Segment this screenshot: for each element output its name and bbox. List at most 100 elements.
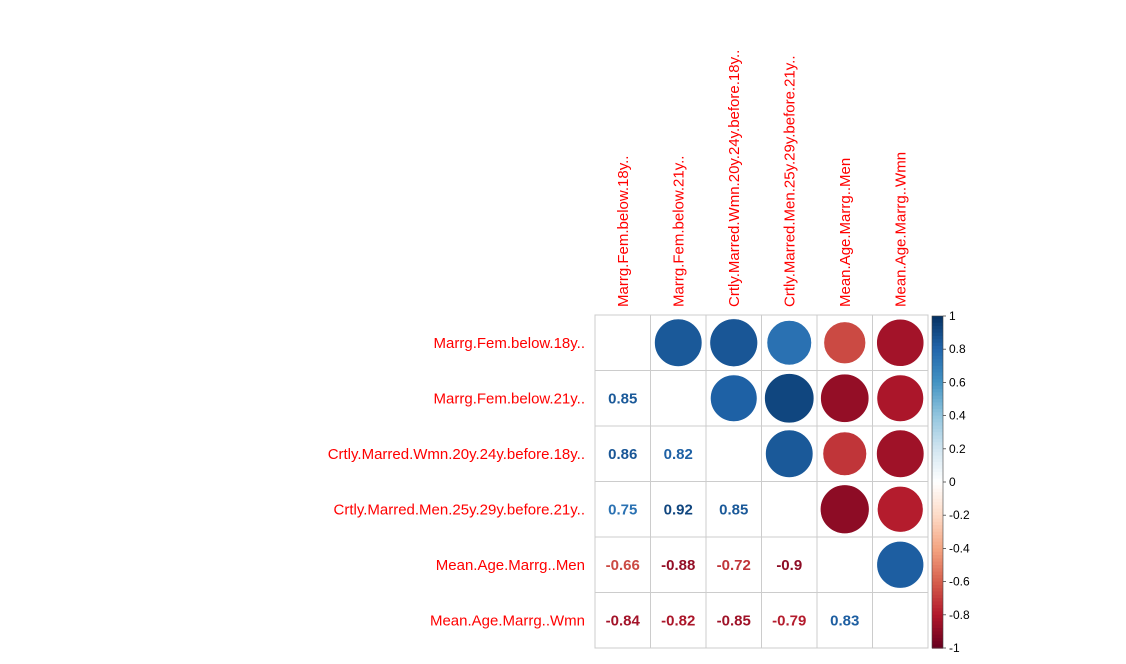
colorbar-segment	[932, 352, 943, 357]
correlation-value: 0.75	[608, 501, 637, 518]
colorbar-segment	[932, 385, 943, 390]
colorbar-segment	[932, 355, 943, 360]
grid-cell	[705, 425, 762, 482]
colorbar-segment	[932, 375, 943, 380]
colorbar-segment	[932, 319, 943, 324]
correlation-circle	[877, 486, 924, 533]
colorbar-segment	[932, 558, 943, 563]
row-label: Crtly.Marred.Wmn.20y.24y.before.18y..	[328, 446, 585, 463]
colorbar-segment	[932, 584, 943, 589]
colorbar-segment	[932, 528, 943, 533]
colorbar-segment	[932, 392, 943, 397]
colorbar-segment	[932, 379, 943, 383]
colorbar-segment	[932, 382, 943, 387]
colorbar-segment	[932, 372, 943, 377]
colorbar-segment	[932, 568, 943, 573]
colorbar-tick-label: 0.2	[949, 442, 966, 456]
colorbar-segment	[932, 574, 943, 579]
colorbar-segment	[932, 408, 943, 413]
colorbar-tick-label: -0.4	[949, 541, 970, 555]
colorbar-segment	[932, 624, 943, 629]
colorbar-segment	[932, 415, 943, 420]
colorbar-segment	[932, 399, 943, 403]
colorbar-segment	[932, 322, 943, 327]
colorbar-segment	[932, 458, 943, 463]
colorbar-segment	[932, 511, 943, 516]
row-label: Marrg.Fem.below.18y..	[434, 335, 585, 352]
colorbar-segment	[932, 545, 943, 549]
correlation-value: 0.83	[830, 612, 859, 629]
colorbar-segment	[932, 581, 943, 586]
colorbar-tick-label: -0.8	[949, 608, 970, 622]
correlation-value: -0.88	[661, 557, 695, 574]
colorbar-segment	[932, 601, 943, 606]
colorbar-segment	[932, 621, 943, 626]
grid-cell	[872, 592, 929, 649]
row-labels: Marrg.Fem.below.18y.. Marrg.Fem.below.21y…	[328, 335, 585, 630]
colorbar-segment	[932, 551, 943, 556]
correlation-value: -0.66	[606, 557, 640, 574]
row-label: Mean.Age.Marrg..Wmn	[430, 612, 585, 629]
colorbar-segment	[932, 555, 943, 559]
colorbar-segment	[932, 505, 943, 510]
colorbar-segment	[932, 535, 943, 540]
colorbar-segment	[932, 515, 943, 520]
colorbar-segment	[932, 425, 943, 430]
grid-cell	[594, 481, 651, 538]
colorbar-segment	[932, 541, 943, 546]
colorbar-segment	[932, 491, 943, 496]
correlation-value: 0.82	[664, 446, 693, 463]
colorbar-segment	[932, 561, 943, 566]
grid-cell	[705, 536, 762, 593]
row-label: Marrg.Fem.below.21y..	[434, 390, 585, 407]
colorbar-segment	[932, 468, 943, 473]
colorbar-segment	[932, 518, 943, 523]
colorbar-segment	[932, 389, 943, 393]
colorbar-segment	[932, 631, 943, 636]
row-label: Mean.Age.Marrg..Men	[436, 557, 585, 574]
colorbar-segment	[932, 339, 943, 344]
correlation-circle	[654, 318, 703, 367]
correlation-circle	[820, 373, 870, 423]
colorbar-segment	[932, 604, 943, 609]
colorbar-segment	[932, 369, 943, 374]
correlation-value: -0.9	[776, 557, 802, 574]
colorbar-segment	[932, 345, 943, 350]
correlation-circle	[820, 484, 870, 534]
colorbar-segment	[932, 628, 943, 632]
colorbar-segment	[932, 565, 943, 569]
colorbar-tick-label: 0	[949, 475, 956, 489]
colorbar-segment	[932, 634, 943, 639]
colorbar-segment	[932, 448, 943, 453]
grid-cell	[816, 536, 873, 593]
colorbar-segment	[932, 591, 943, 596]
grid-cell	[650, 425, 707, 482]
colorbar-segment	[932, 614, 943, 619]
grid-cell	[594, 370, 651, 427]
colorbar-segment	[932, 644, 943, 649]
correlation-circle	[876, 374, 924, 422]
correlation-circle	[765, 429, 814, 478]
colorbar-segment	[932, 525, 943, 530]
grid-cell	[594, 314, 651, 371]
colorbar-segment	[932, 495, 943, 500]
matrix-cells	[594, 314, 929, 649]
colorbar-segment	[932, 608, 943, 613]
correlation-value: -0.82	[661, 612, 695, 629]
colorbar-segment	[932, 445, 943, 450]
colorbar-segment	[932, 521, 943, 526]
colorbar-segment	[932, 618, 943, 623]
correlation-value: -0.85	[717, 612, 751, 629]
colorbar-segment	[932, 412, 943, 417]
colorbar-tick-label: -1	[949, 641, 960, 655]
colorbar-segment	[932, 418, 943, 423]
colorbar-segment	[932, 498, 943, 503]
colorbar-segment	[932, 478, 943, 483]
colorbar-segment	[932, 342, 943, 347]
column-labels: Marrg.Fem.below.18y.. Marrg.Fem.below.21y…	[615, 50, 910, 307]
column-label: Mean.Age.Marrg..Men	[837, 158, 854, 307]
colorbar-tick-label: -0.6	[949, 575, 970, 589]
correlation-value: -0.79	[772, 612, 806, 629]
colorbar-segment	[932, 641, 943, 646]
